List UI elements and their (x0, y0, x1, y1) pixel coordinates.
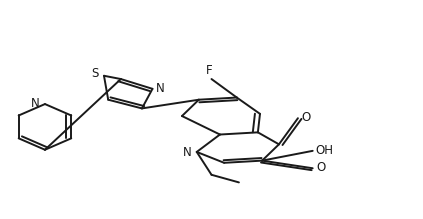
Text: S: S (91, 67, 99, 80)
Text: O: O (316, 161, 326, 174)
Text: F: F (206, 64, 213, 77)
Text: O: O (302, 111, 311, 124)
Text: N: N (183, 146, 192, 159)
Text: OH: OH (316, 144, 333, 157)
Text: N: N (156, 82, 165, 95)
Text: N: N (31, 97, 40, 110)
